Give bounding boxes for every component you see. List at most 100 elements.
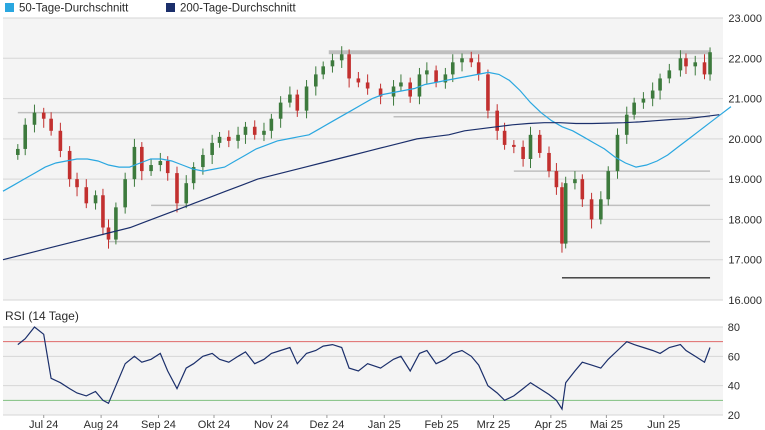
x-tick-label: Apr 25 — [535, 419, 567, 430]
candle-body — [49, 118, 53, 131]
candle-body — [23, 124, 28, 149]
rsi-tick-label: 20 — [728, 410, 740, 422]
candle-body — [580, 179, 585, 200]
candle-body — [667, 70, 672, 79]
candle-body — [158, 161, 163, 166]
candle-body — [278, 102, 283, 119]
candle-body — [606, 171, 611, 200]
legend-swatch-sma50 — [5, 3, 14, 12]
candle-body — [434, 70, 438, 83]
candle-body — [295, 94, 300, 111]
candle-body — [84, 187, 89, 204]
candle-body — [460, 58, 464, 63]
candle-body — [210, 142, 214, 155]
price-y-axis: 16.000 17.000 18.000 19.000 20.000 21.000 22.0… — [728, 13, 762, 307]
rsi-gridlines — [3, 326, 723, 416]
candle-body — [347, 54, 351, 79]
candle-body — [41, 112, 46, 119]
candle-body — [123, 179, 127, 208]
moving-averages — [2, 71, 732, 261]
rsi-series — [17, 326, 711, 411]
legend-label-sma200: 200-Tage-Durchschnitt — [180, 3, 297, 15]
rsi-title: RSI (14 Tage) — [5, 309, 79, 323]
candle-body — [560, 187, 564, 244]
price-panel: 16.000 17.000 18.000 19.000 20.000 21.000 22.0… — [2, 13, 762, 307]
candle-body — [702, 62, 707, 75]
candle-body — [75, 179, 79, 188]
candle-body — [217, 136, 222, 143]
price-tick-label: 22.000 — [728, 53, 762, 65]
price-tick-label: 20.000 — [728, 134, 762, 146]
candle-body — [288, 94, 292, 103]
candle-body — [417, 74, 422, 97]
price-tick-label: 23.000 — [728, 13, 762, 25]
candle-body — [563, 183, 568, 244]
x-tick-label: Jul 24 — [29, 419, 58, 430]
candle-body — [624, 114, 629, 135]
candle-body — [227, 136, 231, 141]
rsi-line — [17, 326, 711, 411]
candle-body — [378, 88, 383, 97]
candle-body — [425, 70, 429, 75]
price-tick-label: 18.000 — [728, 214, 762, 226]
x-tick-label: Nov 24 — [254, 419, 289, 430]
candle-body — [495, 110, 499, 131]
candle-body — [678, 58, 683, 71]
candle-body — [537, 134, 542, 153]
rsi-tick-label: 40 — [728, 381, 740, 393]
candle-body — [693, 62, 698, 67]
price-gridlines — [3, 17, 723, 301]
x-tick-label: Aug 24 — [84, 419, 119, 430]
candle-body — [165, 161, 170, 174]
candle-body — [599, 199, 603, 220]
candle-body — [391, 86, 396, 97]
price-plot-area — [3, 18, 723, 300]
x-tick-label: Dez 24 — [309, 419, 344, 430]
legend-label-sma50: 50-Tage-Durchschnitt — [19, 3, 129, 15]
candle-body — [140, 146, 144, 172]
candle-body — [321, 66, 326, 75]
candle-body — [236, 134, 240, 141]
candle-body — [262, 130, 266, 135]
candle-body — [708, 52, 712, 75]
price-tick-label: 16.000 — [728, 295, 762, 307]
candle-body — [573, 179, 577, 184]
candle-body — [615, 134, 620, 172]
candle-body — [304, 86, 309, 111]
candle-body — [450, 62, 455, 75]
candle-body — [269, 118, 274, 131]
candle-body — [191, 167, 196, 184]
sma50-line — [2, 71, 732, 192]
legend: 50-Tage-Durchschnitt 200-Tage-Durchschni… — [5, 3, 297, 15]
candle-body — [356, 78, 361, 83]
candle-body — [201, 154, 205, 168]
candle-body — [547, 152, 551, 172]
candle-body — [528, 134, 533, 159]
price-tick-label: 17.000 — [728, 255, 762, 267]
candle-body — [469, 58, 474, 63]
candle-body — [114, 207, 118, 240]
candle-body — [67, 150, 72, 180]
candle-body — [16, 148, 20, 155]
x-tick-label: Sep 24 — [141, 419, 176, 430]
candle-body — [101, 195, 105, 228]
x-tick-label: Mrz 25 — [477, 419, 511, 430]
candle-body — [650, 90, 655, 99]
candle-body — [32, 112, 37, 125]
sma200-line — [2, 114, 720, 261]
candle-body — [149, 165, 153, 172]
candle-body — [330, 60, 335, 67]
price-tick-label: 19.000 — [728, 174, 762, 186]
candle-body — [589, 199, 594, 220]
candle-body — [641, 98, 646, 103]
candle-body — [486, 74, 490, 111]
x-tick-label: Feb 25 — [425, 419, 459, 430]
rsi-y-axis: 20 40 60 80 — [728, 322, 740, 422]
candle-body — [476, 62, 481, 75]
candle-body — [243, 126, 248, 135]
rsi-tick-label: 80 — [728, 322, 740, 334]
x-axis: Jul 24 Aug 24 Sep 24 Okt 24 Nov 24 Dez 24 Jan … — [29, 415, 680, 430]
x-tick-label: Jan 25 — [368, 419, 401, 430]
candle-body — [365, 82, 370, 89]
